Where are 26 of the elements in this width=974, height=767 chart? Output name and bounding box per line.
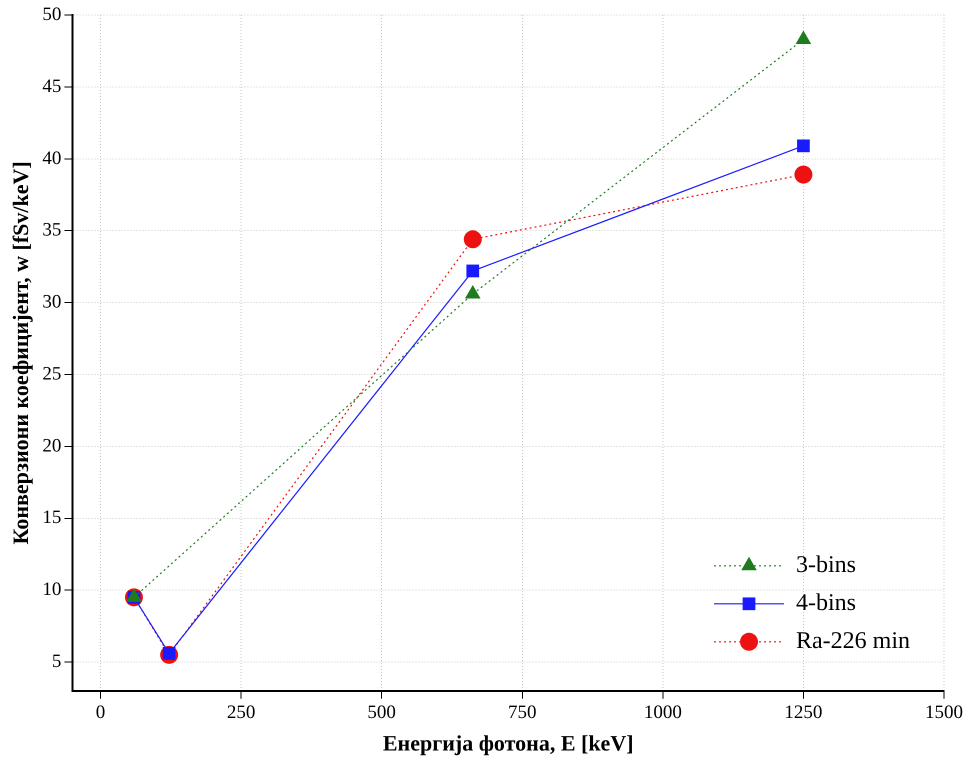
x-tick-label: 500 [367, 702, 396, 724]
x-tick-label: 1250 [784, 702, 822, 724]
y-tick-label: 40 [42, 148, 62, 169]
y-tick-label: 50 [42, 4, 62, 25]
y-axis-title: Конверзиони коефицијент, w [fSv/keV] [8, 161, 33, 545]
y-tick-label: 15 [42, 507, 62, 528]
y-tick-label: 20 [42, 435, 62, 456]
point [794, 166, 812, 184]
legend-label: 3-bins [796, 552, 856, 578]
point [464, 230, 482, 248]
y-tick-label: 45 [42, 76, 62, 97]
x-tick-label: 250 [226, 702, 256, 724]
x-tick-label: 750 [508, 702, 537, 724]
y-tick-label: 5 [52, 651, 62, 672]
y-tick-label: 25 [42, 363, 62, 384]
x-tick-label: 1000 [644, 702, 682, 724]
y-tick-label: 30 [42, 292, 62, 313]
x-tick-label: 0 [96, 702, 106, 724]
legend-label: Ra-226 min [796, 628, 910, 654]
y-tick-label: 35 [42, 220, 62, 241]
y-tick-label: 10 [42, 579, 62, 600]
legend-label: 4-bins [796, 590, 856, 616]
point [466, 264, 480, 278]
x-axis-title: Енергија фотона, E [keV] [382, 730, 634, 756]
x-tick-label: 1500 [925, 702, 963, 724]
point [797, 139, 810, 152]
